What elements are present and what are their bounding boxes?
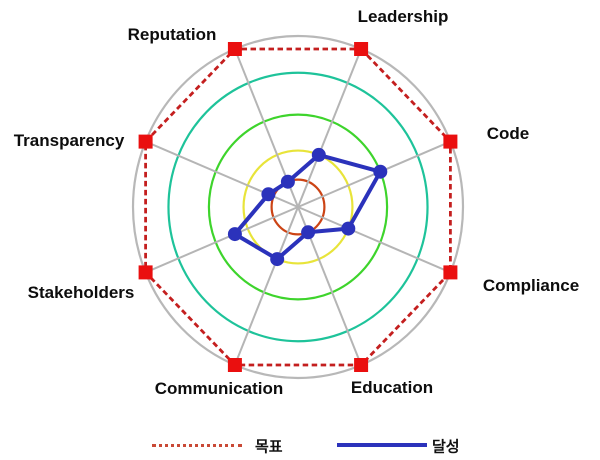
goal-marker-compliance bbox=[443, 265, 458, 280]
axis-label-stakeholders: Stakeholders bbox=[27, 283, 135, 302]
radar-ring-level-5 bbox=[131, 34, 465, 380]
radar-ring-level-3 bbox=[207, 113, 389, 301]
axis-label-code: Code bbox=[486, 124, 530, 143]
axis-label-compliance: Compliance bbox=[482, 276, 580, 295]
achievement-marker-reputation bbox=[280, 174, 295, 189]
axis-label-communication: Communication bbox=[154, 379, 284, 398]
achievement-marker-communication bbox=[270, 252, 285, 267]
achievement-marker-leadership bbox=[311, 147, 326, 162]
radar-spoke-compliance bbox=[297, 206, 451, 274]
achievement-marker-transparency bbox=[261, 187, 276, 202]
goal-marker-stakeholders bbox=[138, 265, 153, 280]
axis-label-education: Education bbox=[350, 378, 434, 397]
goal-series bbox=[138, 42, 458, 372]
radar-ring-level-1 bbox=[270, 178, 326, 236]
radar-rings bbox=[131, 34, 465, 380]
radar-spokes bbox=[145, 48, 451, 366]
goal-marker-education bbox=[354, 358, 369, 372]
achievement-marker-stakeholders bbox=[227, 227, 242, 242]
goal-marker-code bbox=[443, 134, 458, 149]
achievement-marker-compliance bbox=[341, 221, 356, 236]
radar-ring-level-4 bbox=[167, 71, 429, 343]
radar-ring-level-2 bbox=[242, 149, 354, 265]
goal-marker-communication bbox=[227, 358, 242, 372]
axis-label-transparency: Transparency bbox=[13, 131, 125, 150]
legend-goal-label: 목표 bbox=[255, 438, 283, 456]
axis-label-leadership: Leadership bbox=[357, 7, 449, 26]
goal-marker-transparency bbox=[138, 134, 153, 149]
achievement-marker-code bbox=[373, 164, 388, 179]
axis-label-reputation: Reputation bbox=[127, 25, 217, 44]
radar-spoke-communication bbox=[233, 206, 299, 366]
goal-marker-leadership bbox=[354, 42, 369, 56]
achievement-series bbox=[227, 147, 388, 267]
legend-achievement-line-swatch bbox=[337, 443, 427, 447]
achievement-marker-education bbox=[301, 225, 316, 240]
goal-marker-reputation bbox=[227, 42, 242, 56]
legend-goal-line-swatch bbox=[152, 444, 242, 447]
legend-achievement-label: 달성 bbox=[432, 438, 460, 456]
radar-spoke-leadership bbox=[297, 48, 363, 208]
radar-spoke-stakeholders bbox=[145, 206, 299, 274]
